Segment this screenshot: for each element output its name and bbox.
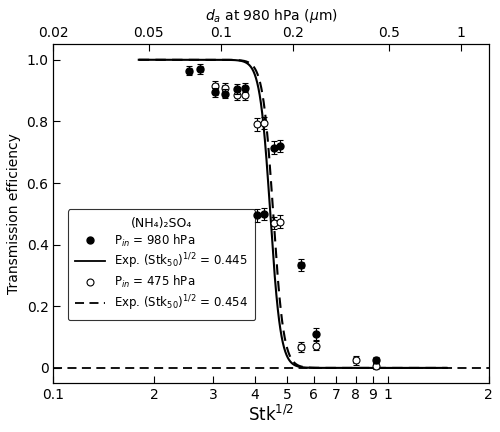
Legend: P$_{in}$ = 980 hPa, Exp. (Stk$_{50}$)$^{1/2}$ = 0.445, P$_{in}$ = 475 hPa, Exp. : P$_{in}$ = 980 hPa, Exp. (Stk$_{50}$)$^{… [68, 210, 255, 320]
X-axis label: $d_a$ at 980 hPa ($\mu$m): $d_a$ at 980 hPa ($\mu$m) [204, 7, 338, 25]
Y-axis label: Transmission efficiency: Transmission efficiency [7, 133, 21, 294]
X-axis label: Stk$^{1/2}$: Stk$^{1/2}$ [248, 405, 294, 425]
